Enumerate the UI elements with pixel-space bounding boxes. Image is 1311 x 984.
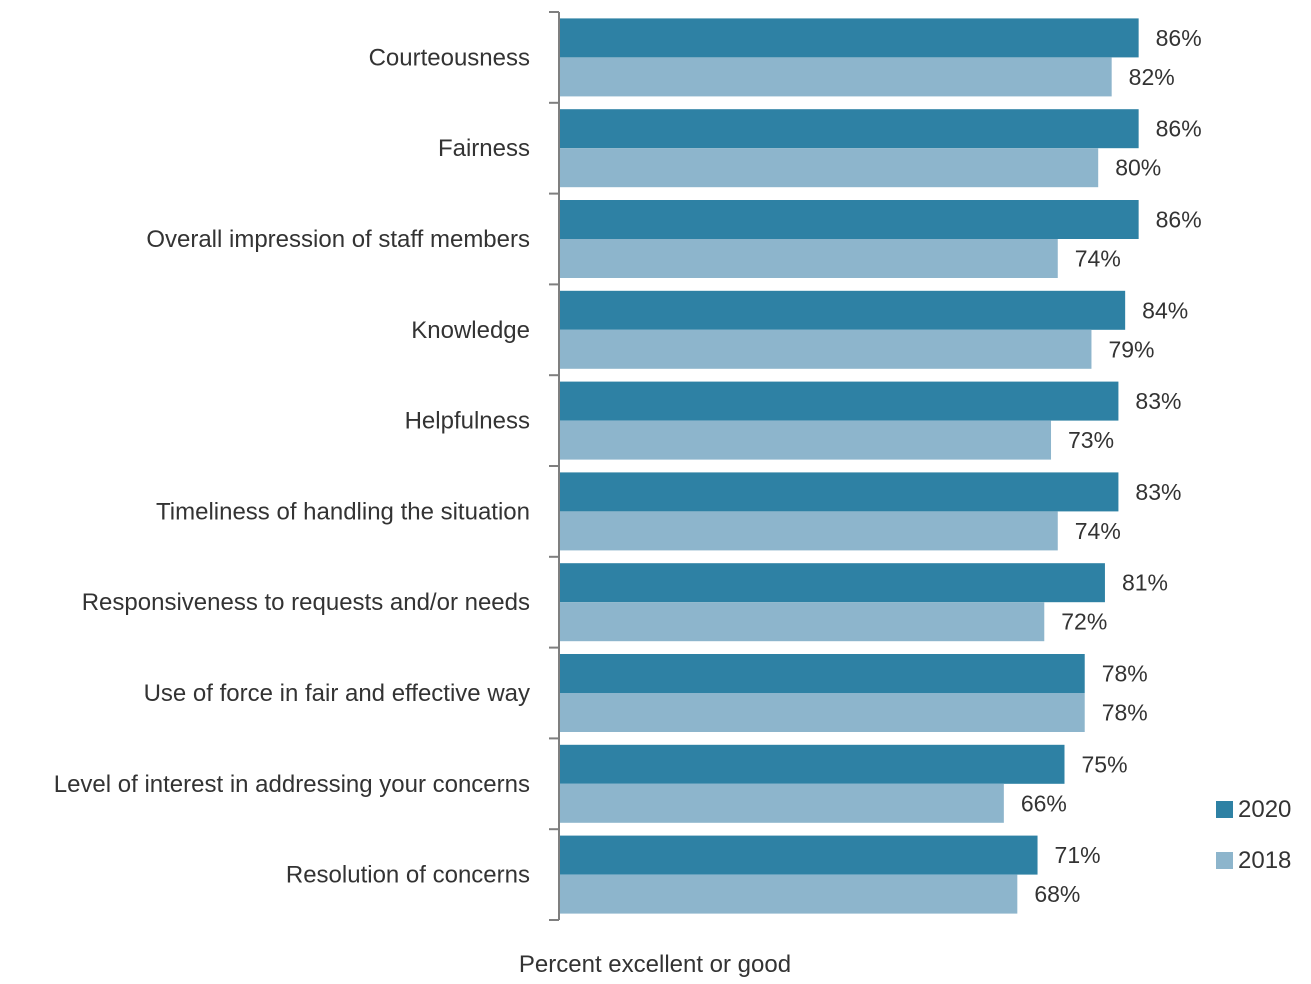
bar-2018-6 bbox=[559, 511, 1058, 551]
value-label-2020-3: 86% bbox=[1156, 207, 1202, 233]
category-label-7: Responsiveness to requests and/or needs bbox=[82, 589, 530, 616]
x-axis-title: Percent excellent or good bbox=[519, 951, 791, 978]
value-label-2020-9: 75% bbox=[1082, 751, 1128, 777]
value-labels: 86%82%86%80%86%74%84%79%83%73%83%74%81%7… bbox=[1021, 25, 1202, 907]
category-label-10: Resolution of concerns bbox=[286, 862, 530, 889]
value-label-2018-9: 66% bbox=[1021, 790, 1067, 816]
bar-2018-10 bbox=[559, 874, 1018, 914]
category-label-9: Level of interest in addressing your con… bbox=[54, 771, 530, 798]
value-label-2020-5: 83% bbox=[1135, 388, 1181, 414]
value-label-2018-10: 68% bbox=[1034, 881, 1080, 907]
bar-2018-1 bbox=[559, 57, 1112, 97]
category-label-8: Use of force in fair and effective way bbox=[144, 680, 530, 707]
value-label-2018-5: 73% bbox=[1068, 427, 1114, 453]
bar-2018-7 bbox=[559, 602, 1045, 642]
value-label-2020-8: 78% bbox=[1102, 661, 1148, 687]
category-label-4: Knowledge bbox=[411, 317, 530, 344]
bar-2020-8 bbox=[559, 654, 1085, 693]
value-label-2020-7: 81% bbox=[1122, 570, 1168, 596]
bar-2020-1 bbox=[559, 18, 1139, 58]
legend-label-2018: 2018 bbox=[1238, 847, 1291, 874]
category-labels: Courteousness Fairness Overall impression … bbox=[54, 44, 530, 888]
value-label-2020-4: 84% bbox=[1142, 297, 1188, 323]
y-axis bbox=[549, 11, 560, 921]
category-label-6: Timeliness of handling the situation bbox=[156, 498, 530, 525]
value-label-2018-8: 78% bbox=[1102, 700, 1148, 726]
bar-2020-5 bbox=[559, 381, 1119, 421]
bar-2018-4 bbox=[559, 329, 1092, 369]
bars-layer bbox=[559, 18, 1139, 914]
value-label-2020-10: 71% bbox=[1055, 842, 1101, 868]
bar-2018-9 bbox=[559, 783, 1004, 823]
value-label-2018-2: 80% bbox=[1115, 155, 1161, 181]
value-label-2018-4: 79% bbox=[1108, 336, 1154, 362]
bar-2020-9 bbox=[559, 744, 1065, 784]
category-label-5: Helpfulness bbox=[405, 408, 530, 435]
bar-2020-2 bbox=[559, 109, 1139, 149]
bar-2020-7 bbox=[559, 563, 1105, 603]
bar-2018-2 bbox=[559, 148, 1099, 188]
category-label-1: Courteousness bbox=[369, 44, 530, 71]
legend: 2020 2018 bbox=[1216, 796, 1291, 874]
legend-label-2020: 2020 bbox=[1238, 796, 1291, 823]
bar-2018-5 bbox=[559, 420, 1052, 460]
bar-2018-3 bbox=[559, 239, 1058, 278]
value-label-2020-1: 86% bbox=[1156, 25, 1202, 51]
category-label-2: Fairness bbox=[438, 135, 530, 162]
value-label-2018-3: 74% bbox=[1075, 246, 1121, 272]
value-label-2020-2: 86% bbox=[1156, 116, 1202, 142]
bar-2020-6 bbox=[559, 472, 1119, 512]
category-label-3: Overall impression of staff members bbox=[146, 226, 530, 253]
bar-2020-10 bbox=[559, 835, 1038, 875]
bar-2020-4 bbox=[559, 290, 1126, 330]
bar-2018-8 bbox=[559, 693, 1085, 732]
value-label-2018-1: 82% bbox=[1129, 64, 1175, 90]
legend-swatch-2018 bbox=[1216, 852, 1233, 869]
legend-swatch-2020 bbox=[1216, 801, 1233, 818]
value-label-2018-6: 74% bbox=[1075, 518, 1121, 544]
value-label-2020-6: 83% bbox=[1135, 479, 1181, 505]
value-label-2018-7: 72% bbox=[1061, 609, 1107, 635]
bar-2020-3 bbox=[559, 200, 1139, 239]
